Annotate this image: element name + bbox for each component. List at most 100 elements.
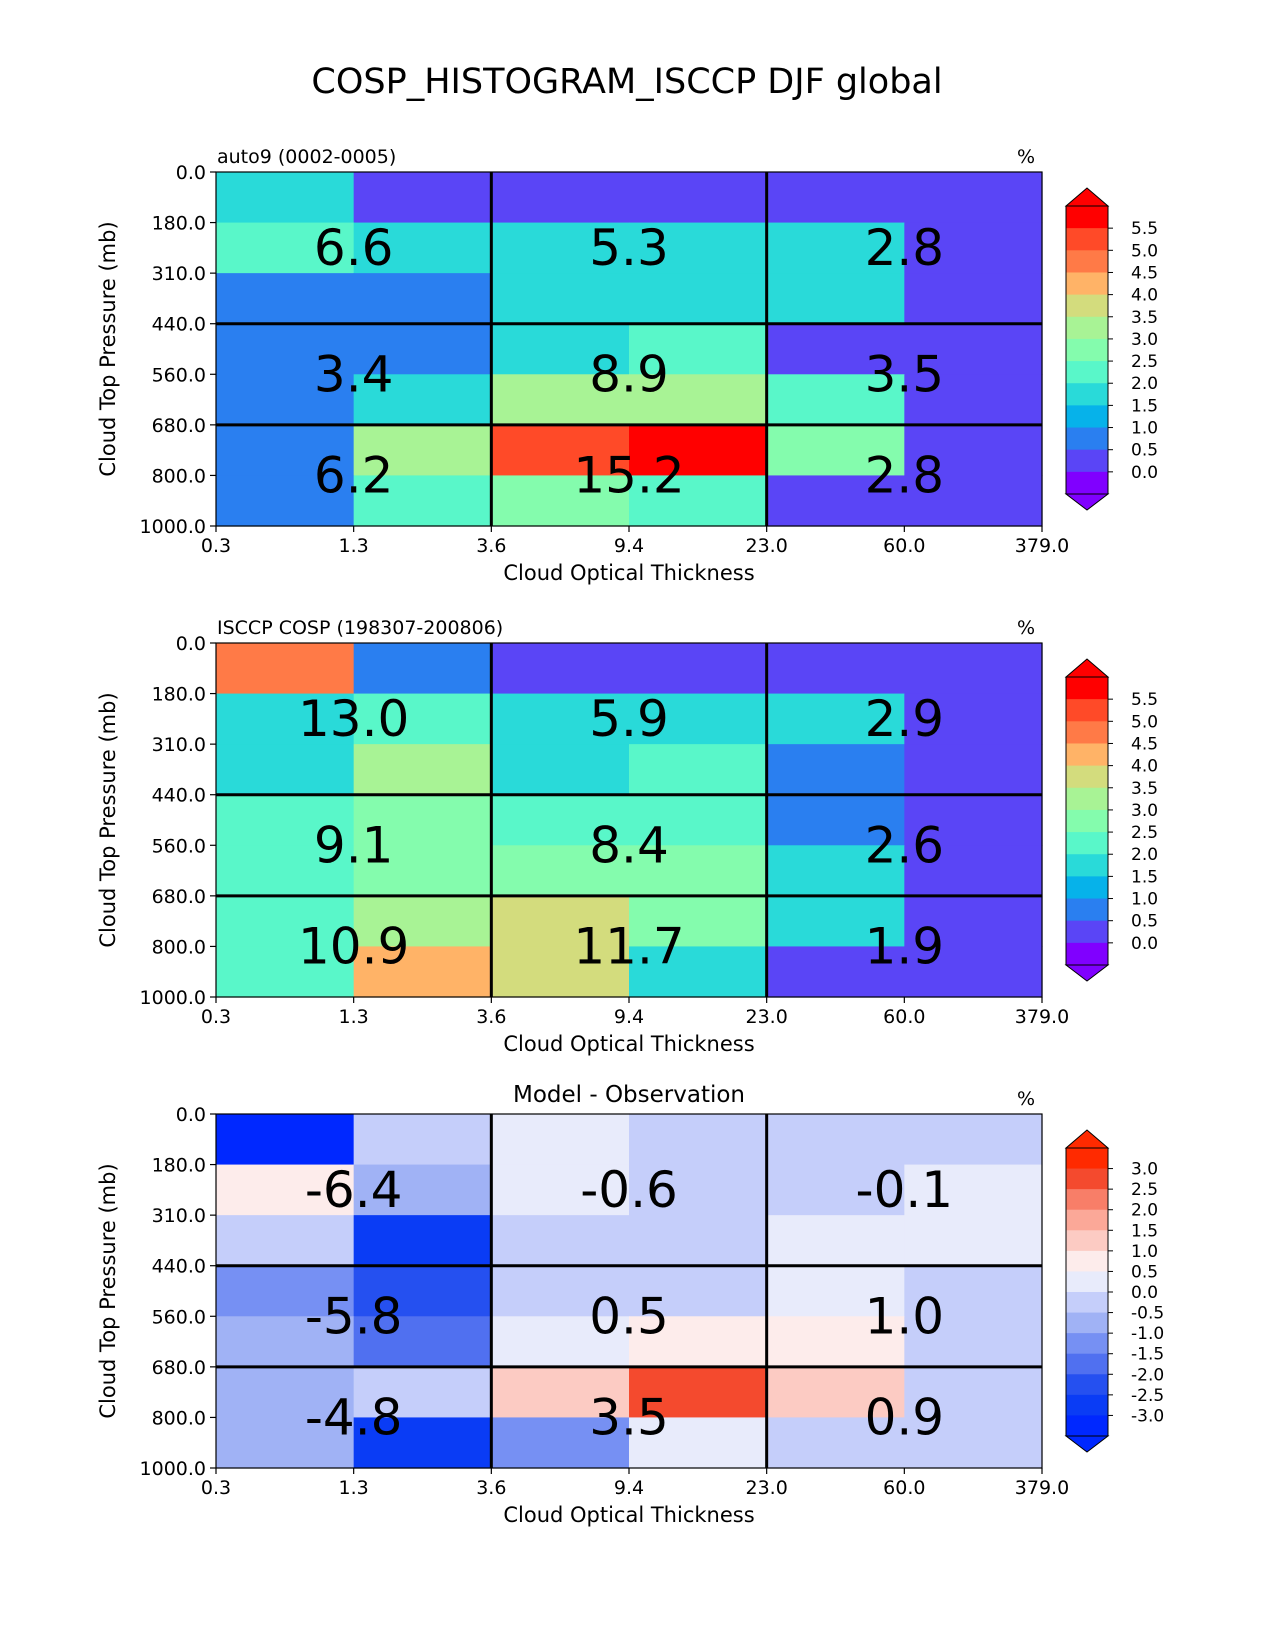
colorbar-segment bbox=[1066, 765, 1108, 789]
colorbar-tick-label: 0.0 bbox=[1131, 1283, 1158, 1303]
colorbar-over-extension bbox=[1064, 187, 1110, 207]
box-value-label: 0.9 bbox=[865, 1388, 945, 1446]
colorbar-tick-label: 2.0 bbox=[1131, 374, 1158, 394]
heatmap-cell bbox=[904, 693, 1043, 745]
box-value-label: 8.4 bbox=[589, 816, 669, 874]
heatmap-cell bbox=[766, 1316, 905, 1368]
colorbar-segment bbox=[1066, 250, 1108, 273]
colorbar-tick-label: -2.0 bbox=[1131, 1365, 1164, 1385]
heatmap-cell bbox=[766, 323, 905, 375]
heatmap-cell bbox=[766, 946, 905, 998]
y-tick-label: 560.0 bbox=[152, 835, 206, 857]
heatmap-cell bbox=[904, 794, 1043, 846]
colorbar-tick-label: 3.0 bbox=[1131, 801, 1158, 821]
colorbar-over-extension bbox=[1064, 658, 1110, 678]
heatmap-cell bbox=[353, 693, 492, 745]
y-tick-label: 800.0 bbox=[152, 465, 206, 487]
colorbar-segment bbox=[1066, 809, 1108, 833]
colorbar-segment bbox=[1066, 1374, 1108, 1396]
box-value-label: 3.5 bbox=[589, 1388, 669, 1446]
colorbar-segment bbox=[1066, 449, 1108, 473]
colorbar-segment bbox=[1066, 427, 1108, 451]
heatmap-cell bbox=[629, 374, 768, 426]
heatmap-cell bbox=[491, 895, 630, 948]
box-value-label: 13.0 bbox=[298, 690, 409, 748]
colorbar-tick-label: -2.5 bbox=[1131, 1386, 1164, 1406]
heatmap-cell bbox=[766, 475, 905, 527]
colorbar-segment bbox=[1066, 1353, 1108, 1375]
heatmap-cell bbox=[904, 475, 1043, 527]
heatmap-cell bbox=[353, 172, 492, 224]
heatmap-cell bbox=[353, 744, 492, 796]
panel-title: ISCCP COSP (198307-200806) bbox=[217, 617, 503, 639]
heatmap-cell bbox=[491, 1417, 630, 1469]
heatmap-cell bbox=[766, 693, 905, 745]
x-tick-label: 0.3 bbox=[201, 535, 231, 557]
heatmap-cell bbox=[904, 1366, 1043, 1419]
heatmap-cell bbox=[629, 794, 768, 846]
colorbar-segment bbox=[1066, 316, 1108, 340]
heatmap-cell bbox=[353, 323, 492, 375]
x-tick-label: 1.3 bbox=[339, 535, 369, 557]
x-tick-label: 9.4 bbox=[614, 535, 644, 557]
x-axis-label: Cloud Optical Thickness bbox=[503, 561, 754, 585]
heatmap-cell bbox=[904, 946, 1043, 998]
x-tick-label: 3.6 bbox=[476, 1006, 506, 1028]
heatmap-cell bbox=[766, 1265, 905, 1317]
heatmap-cell bbox=[629, 172, 768, 224]
colorbar-segment bbox=[1066, 942, 1108, 966]
y-axis-label: Cloud Top Pressure (mb) bbox=[96, 692, 120, 947]
heatmap-cell bbox=[216, 845, 355, 897]
heatmap-cell bbox=[904, 1316, 1043, 1368]
colorbar-tick-label: 2.0 bbox=[1131, 845, 1158, 865]
heatmap-cell bbox=[216, 172, 355, 224]
box-value-label: 6.6 bbox=[314, 219, 394, 277]
heatmap-cell bbox=[904, 273, 1043, 325]
y-tick-label: 680.0 bbox=[152, 1357, 206, 1379]
heatmap-cell bbox=[629, 424, 768, 477]
heatmap-cell bbox=[491, 1316, 630, 1368]
x-axis-label: Cloud Optical Thickness bbox=[503, 1032, 754, 1056]
heatmap-cell bbox=[216, 424, 355, 477]
y-tick-label: 0.0 bbox=[176, 1104, 206, 1126]
heatmap-cell bbox=[904, 323, 1043, 375]
colorbar-tick-label: 5.5 bbox=[1131, 690, 1158, 710]
heatmap-cell bbox=[629, 895, 768, 948]
colorbar-tick-label: 0.5 bbox=[1131, 912, 1158, 932]
heatmap-cell bbox=[216, 794, 355, 846]
colorbar-segment bbox=[1066, 272, 1108, 296]
units-label: % bbox=[1017, 1088, 1035, 1110]
heatmap-cell bbox=[629, 1114, 768, 1166]
heatmap-cell bbox=[491, 1215, 630, 1267]
heatmap-cell bbox=[353, 946, 492, 998]
colorbar-tick-label: 0.0 bbox=[1131, 934, 1158, 954]
box-value-label: 3.5 bbox=[865, 345, 945, 403]
y-tick-label: 680.0 bbox=[152, 415, 206, 437]
units-label: % bbox=[1017, 617, 1035, 639]
colorbar-segment bbox=[1066, 854, 1108, 877]
heatmap-cell bbox=[216, 475, 355, 527]
colorbar-tick-label: 1.0 bbox=[1131, 890, 1158, 910]
heatmap-cell bbox=[216, 693, 355, 745]
y-tick-label: 310.0 bbox=[152, 263, 206, 285]
heatmap-cell bbox=[491, 1366, 630, 1419]
x-tick-label: 60.0 bbox=[883, 1006, 925, 1028]
y-tick-label: 1000.0 bbox=[140, 987, 206, 1009]
y-tick-label: 180.0 bbox=[152, 1155, 206, 1177]
heatmap-cell bbox=[353, 222, 492, 274]
heatmap-cell bbox=[491, 693, 630, 745]
heatmap-cell bbox=[491, 794, 630, 846]
colorbar-segment bbox=[1066, 832, 1108, 855]
heatmap-cell bbox=[216, 1316, 355, 1368]
heatmap-cell bbox=[629, 1215, 768, 1267]
heatmap-cell bbox=[904, 845, 1043, 897]
heatmap-cell bbox=[491, 946, 630, 998]
heatmap-cell bbox=[629, 744, 768, 796]
heatmap-cell bbox=[766, 744, 905, 796]
heatmap-cell bbox=[766, 794, 905, 846]
heatmap-cell bbox=[904, 374, 1043, 426]
figure-title: COSP_HISTOGRAM_ISCCP DJF global bbox=[311, 62, 942, 102]
heatmap-cell bbox=[629, 845, 768, 897]
heatmap-cell bbox=[491, 323, 630, 375]
heatmap-panel-1: 6.6 5.3 2.8 3.4 8.9 3.5 6.2 15.2 2.8 0.3 1.3 3.6 9.4… bbox=[96, 146, 1158, 585]
